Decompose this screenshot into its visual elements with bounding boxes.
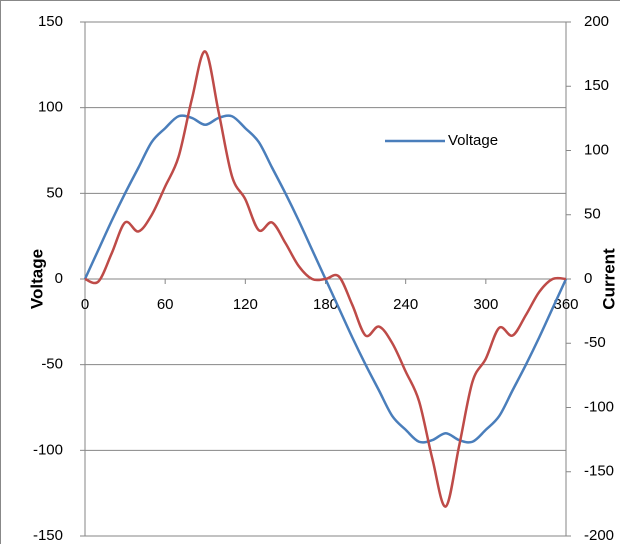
x-tick-label: 60 bbox=[157, 296, 174, 313]
x-tick-label: 120 bbox=[233, 296, 258, 313]
y-tick-label: 150 bbox=[38, 13, 63, 30]
y-axis-label: Voltage bbox=[27, 249, 46, 309]
y2-tick-label: 150 bbox=[584, 77, 609, 94]
x-tick-label: 300 bbox=[473, 296, 498, 313]
x-tick-label: 180 bbox=[313, 296, 338, 313]
y2-tick-label: 0 bbox=[584, 270, 592, 287]
legend-label: Voltage bbox=[448, 132, 498, 149]
x-tick-label: 240 bbox=[393, 296, 418, 313]
y2-tick-label: -50 bbox=[584, 334, 606, 351]
x-tick-label: 360 bbox=[553, 296, 578, 313]
y-tick-label: -50 bbox=[41, 356, 63, 373]
y2-tick-label: 200 bbox=[584, 13, 609, 30]
series-line bbox=[84, 50, 567, 508]
y2-tick-label: 100 bbox=[584, 141, 609, 158]
y-tick-label: 100 bbox=[38, 99, 63, 116]
y2-tick-label: -100 bbox=[584, 398, 614, 415]
y2-axis-label: Current bbox=[599, 248, 618, 310]
y-tick-label: -150 bbox=[33, 527, 63, 544]
y2-tick-label: -200 bbox=[584, 527, 614, 544]
y-tick-label: 0 bbox=[55, 270, 63, 287]
y2-tick-label: 50 bbox=[584, 206, 601, 223]
y2-tick-label: -150 bbox=[584, 463, 614, 480]
x-tick-label: 0 bbox=[81, 296, 89, 313]
y-tick-label: 50 bbox=[46, 184, 63, 201]
y-tick-label: -100 bbox=[33, 441, 63, 458]
